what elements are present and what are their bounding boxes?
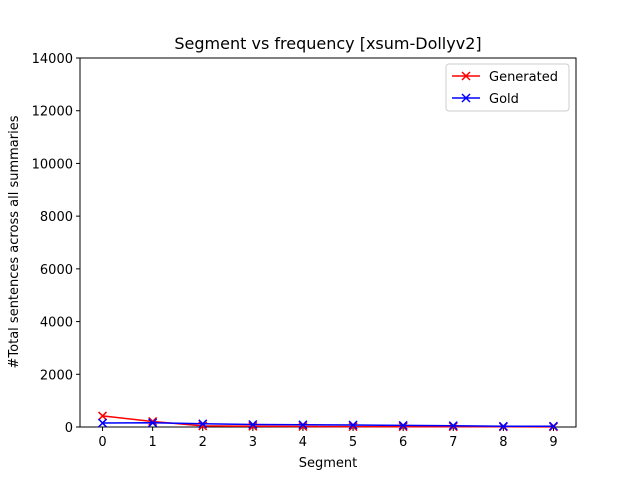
legend-item-gold: Gold [452, 92, 519, 107]
gold-data-point [198, 419, 208, 429]
y-tick-label: 10000 [32, 157, 73, 172]
generated-data-point [298, 421, 308, 432]
y-axis-label: #Total sentences across all summaries [7, 115, 22, 368]
legend-label-gold: Gold [489, 92, 519, 107]
x-tick-label: 4 [299, 435, 307, 450]
x-tick-label: 2 [199, 435, 207, 450]
gold-data-point [248, 419, 258, 430]
generated-data-point [148, 416, 158, 426]
gold-data-point [98, 418, 108, 428]
gold-data-point [548, 421, 558, 431]
chart-title: Segment vs frequency [xsum-Dollyv2] [174, 34, 481, 53]
x-tick-label: 3 [249, 435, 257, 450]
generated-data-point [98, 411, 108, 421]
x-tick-label: 8 [499, 435, 507, 450]
x-tick-label: 9 [549, 435, 557, 450]
y-tick-label: 8000 [40, 210, 73, 225]
legend-item-generated: Generated [452, 70, 558, 85]
y-tick-label: 0 [65, 421, 73, 436]
gold-series-line [102, 422, 554, 428]
y-axis: 0 2000 4000 6000 8000 10000 12000 14000 [32, 52, 80, 436]
x-tick-label: 1 [149, 435, 157, 450]
gold-data-point [498, 421, 508, 431]
gold-data-point [448, 421, 458, 431]
x-tick-label: 7 [449, 435, 457, 450]
x-tick-label: 0 [98, 435, 106, 450]
x-axis-label: Segment [299, 456, 358, 471]
generated-data-point [348, 422, 358, 432]
y-tick-label: 6000 [40, 263, 73, 278]
y-tick-label: 14000 [32, 52, 73, 67]
y-tick-label: 4000 [40, 316, 73, 331]
generated-data-point [248, 421, 258, 431]
y-tick-label: 2000 [40, 368, 73, 383]
y-tick-label: 12000 [32, 105, 73, 120]
gold-data-point [348, 420, 358, 430]
x-tick-label: 6 [399, 435, 407, 450]
legend: Generated Gold [445, 63, 570, 112]
generated-data-point [398, 422, 408, 432]
gold-data-point [398, 420, 408, 430]
x-tick-label: 5 [349, 435, 357, 450]
series-group [98, 411, 558, 432]
legend-label-generated: Generated [489, 70, 558, 85]
gold-data-point [148, 418, 158, 428]
gold-data-point [298, 420, 308, 430]
